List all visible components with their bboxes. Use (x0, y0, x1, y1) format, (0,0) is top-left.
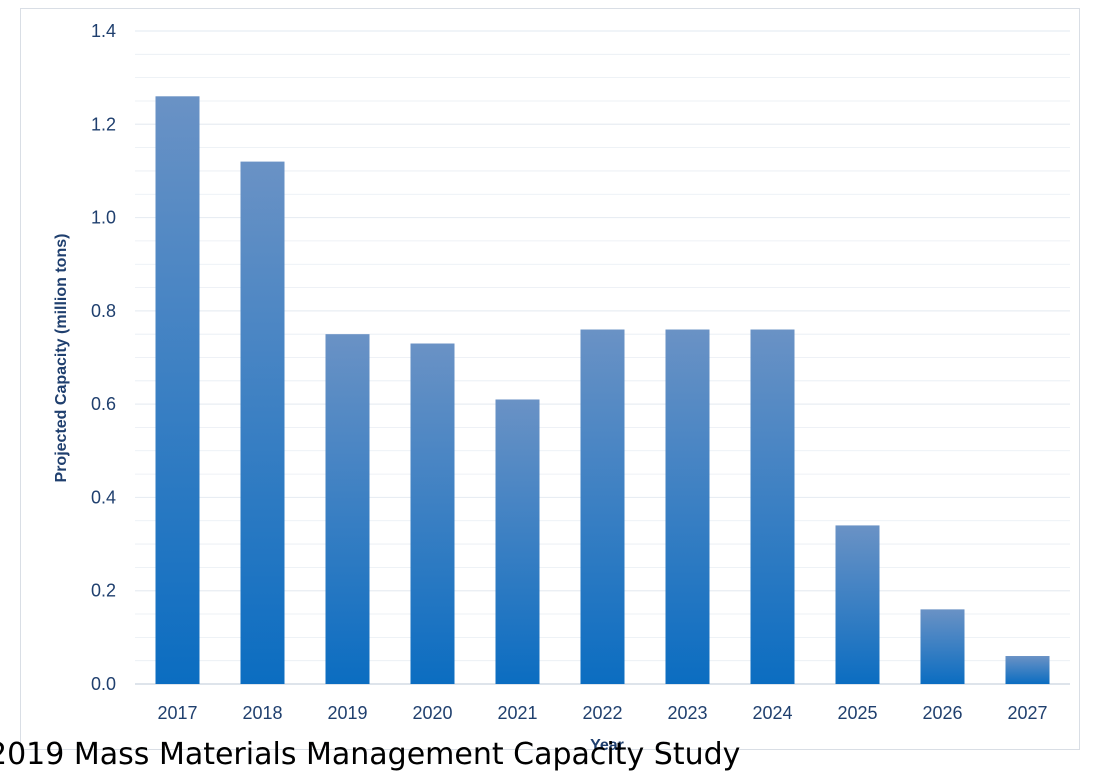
bar-2023 (665, 329, 710, 684)
bar-2027 (1005, 656, 1050, 684)
y-tick-label: 0.2 (91, 581, 116, 601)
x-tick-label: 2023 (667, 703, 707, 723)
bar-2020 (410, 343, 455, 684)
bar-2021 (495, 399, 540, 684)
bar-2022 (580, 329, 625, 684)
bar-2017 (155, 96, 200, 685)
x-tick-label: 2025 (837, 703, 877, 723)
x-tick-label: 2018 (242, 703, 282, 723)
bar-2025 (835, 525, 880, 684)
bar-2024 (750, 329, 795, 684)
x-tick-label: 2022 (582, 703, 622, 723)
y-tick-label: 0.0 (91, 674, 116, 694)
y-axis-title: Projected Capacity (million tons) (53, 234, 70, 483)
bars (155, 96, 1050, 685)
x-axis-title: Year (590, 737, 624, 754)
bar-2018 (240, 161, 285, 685)
x-tick-label: 2026 (922, 703, 962, 723)
x-tick-label: 2021 (497, 703, 537, 723)
x-tick-label: 2019 (327, 703, 367, 723)
y-tick-label: 1.2 (91, 114, 116, 134)
x-tick-label: 2017 (157, 703, 197, 723)
x-tick-labels: 2017 2018 2019 2020 2021 2022 2023 2024 2025 2026… (157, 703, 1047, 723)
y-tick-label: 0.4 (91, 487, 116, 507)
bar-2026 (920, 609, 965, 684)
y-tick-label: 0.8 (91, 301, 116, 321)
x-tick-label: 2027 (1007, 703, 1047, 723)
y-tick-label: 1.4 (91, 21, 116, 41)
y-tick-label: 1.0 (91, 208, 116, 228)
bar-2019 (325, 334, 370, 684)
y-tick-label: 0.6 (91, 394, 116, 414)
y-tick-labels: 0.0 0.2 0.4 0.6 0.8 1.0 1.2 1.4 (91, 21, 116, 694)
figure-caption: 2019 Mass Materials Management Capacity … (0, 737, 741, 772)
x-tick-label: 2020 (412, 703, 452, 723)
x-tick-label: 2024 (752, 703, 792, 723)
